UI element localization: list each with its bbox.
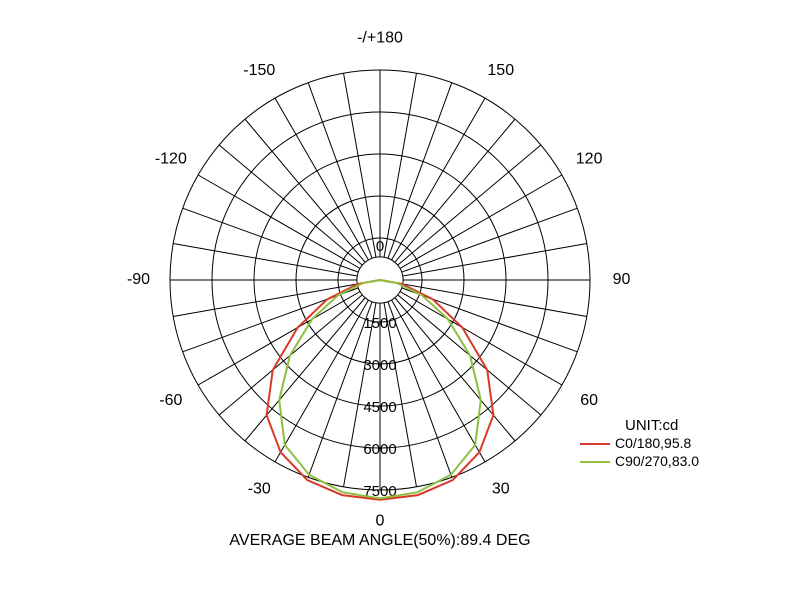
angle-label: -120 [155, 150, 187, 167]
chart-caption: AVERAGE BEAM ANGLE(50%):89.4 DEG [229, 532, 530, 549]
angle-label: -/+180 [357, 30, 403, 47]
radial-value-label: 3000 [363, 357, 396, 374]
radial-value-label: 4500 [363, 399, 396, 416]
angle-label: -60 [159, 392, 182, 409]
angle-label: 60 [580, 392, 598, 409]
angle-label: 120 [576, 150, 603, 167]
angle-label: 150 [487, 62, 514, 79]
polar-chart: 015003000450060007500-/+180-150150-12012… [0, 0, 800, 600]
center-zero-label: 0 [376, 238, 384, 255]
legend-label: C0/180,95.8 [615, 435, 691, 451]
legend-title: UNIT:cd [625, 417, 678, 434]
legend-label: C90/270,83.0 [615, 453, 699, 469]
angle-label: -30 [248, 480, 271, 497]
angle-label: -150 [243, 62, 275, 79]
angle-label: 30 [492, 480, 510, 497]
radial-value-label: 6000 [363, 441, 396, 458]
radial-value-label: 1500 [363, 315, 396, 332]
angle-label: 90 [613, 271, 631, 288]
angle-label: -90 [127, 271, 150, 288]
angle-label: 0 [376, 513, 385, 530]
